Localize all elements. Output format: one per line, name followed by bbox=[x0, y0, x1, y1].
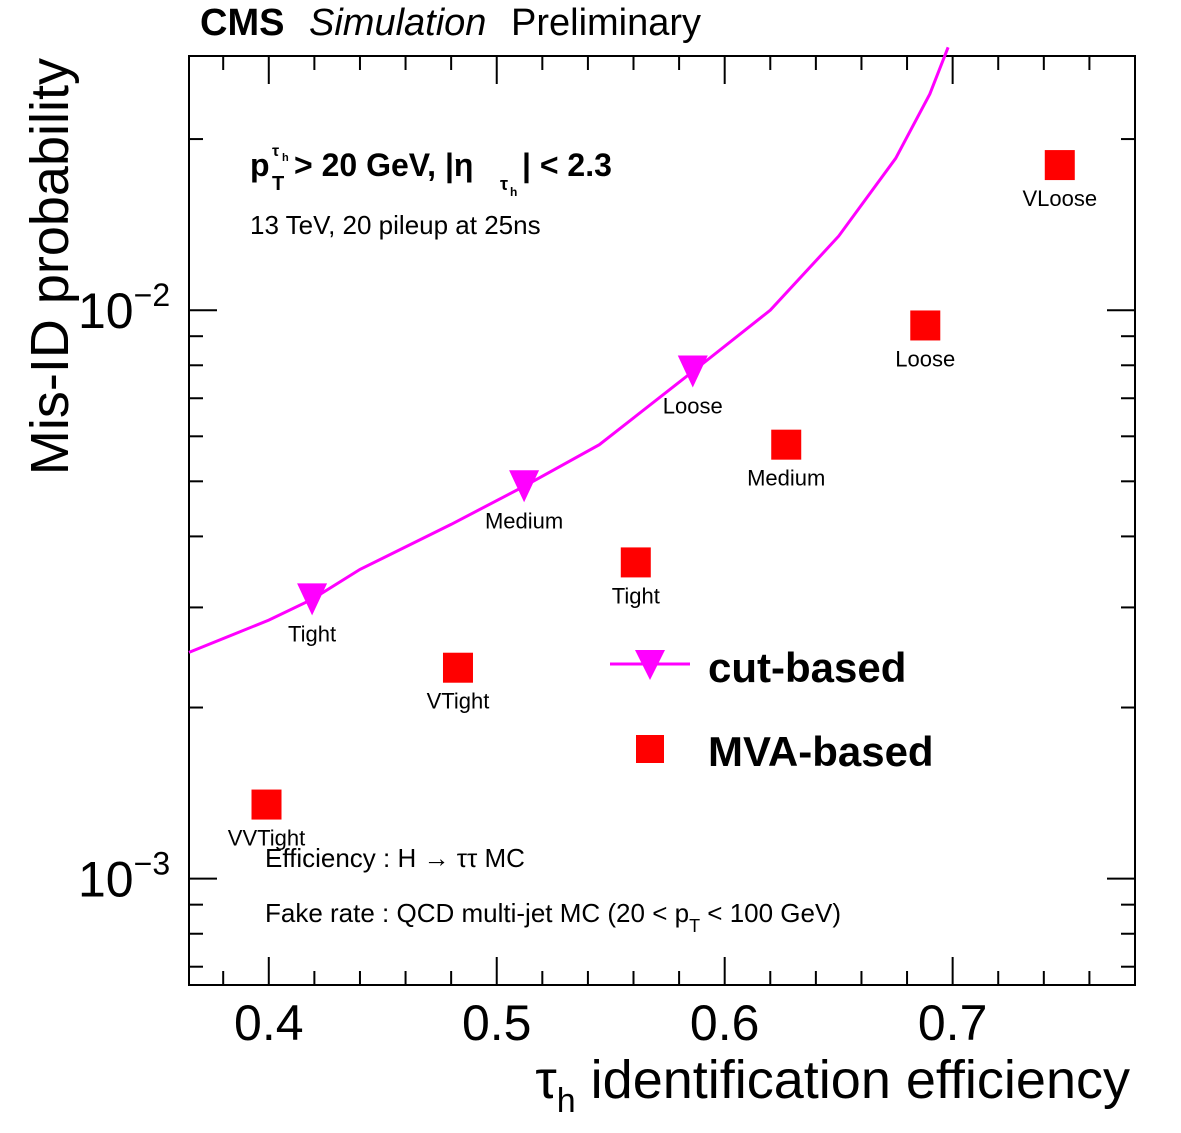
x-tick-label: 0.5 bbox=[462, 995, 532, 1051]
mva-based-point-label: Tight bbox=[612, 583, 660, 608]
header-cms: CMS bbox=[200, 2, 284, 44]
fakerate-label: Fake rate : QCD multi-jet MC (20 < pT < … bbox=[265, 898, 841, 936]
x-axis-title: τh identification efficiency bbox=[535, 1050, 1130, 1120]
legend: cut-based MVA-based bbox=[610, 644, 934, 775]
cut-based-point bbox=[677, 355, 708, 388]
mva-based-point-label: Medium bbox=[747, 466, 825, 491]
x-tick-label: 0.6 bbox=[690, 995, 760, 1051]
y-tick-label: 10−2 bbox=[78, 277, 170, 339]
cut-based-point-label: Tight bbox=[288, 621, 336, 646]
y-axis-title: Mis-ID probability bbox=[20, 58, 80, 475]
mva-based-point-label: Loose bbox=[895, 346, 955, 371]
mva-based-point-label: VTight bbox=[427, 689, 490, 714]
legend-mva-label: MVA-based bbox=[708, 728, 934, 775]
cut-based-point bbox=[509, 470, 540, 503]
cut-based-curve-group bbox=[188, 46, 950, 654]
x-tick-label: 0.4 bbox=[234, 995, 304, 1051]
points-group: Tight Medium Loose VVTight VTight Tight Medium… bbox=[228, 150, 1097, 851]
cut-based-point-label: Loose bbox=[663, 394, 723, 419]
cut-based-point-label: Medium bbox=[485, 508, 563, 533]
mva-based-point bbox=[771, 429, 802, 460]
mva-based-point bbox=[1044, 150, 1075, 181]
efficiency-label: Efficiency : H → ττ MC bbox=[265, 843, 525, 873]
mva-based-point-label: VLoose bbox=[1022, 186, 1097, 211]
cut-based-point bbox=[297, 583, 328, 616]
legend-cut-marker bbox=[635, 650, 665, 680]
kinematic-cut-label: p T τ h > 20 GeV, |η τ h | < 2.3 bbox=[250, 127, 612, 203]
x-tick-label: 0.7 bbox=[918, 995, 988, 1051]
mva-based-point bbox=[442, 652, 473, 683]
legend-cut-label: cut-based bbox=[708, 644, 906, 691]
plot-frame bbox=[188, 55, 1136, 986]
header-title: CMS Simulation Preliminary bbox=[200, 2, 701, 44]
header-simulation: Simulation bbox=[309, 2, 486, 44]
y-tick-label: 10−3 bbox=[78, 846, 170, 908]
conditions-label: 13 TeV, 20 pileup at 25ns bbox=[250, 210, 541, 240]
mva-based-point bbox=[251, 789, 282, 820]
header-preliminary: Preliminary bbox=[511, 2, 701, 44]
axis-ticks: 0.4 0.5 0.6 0.7 10−3 10−2 bbox=[78, 56, 1136, 1051]
mva-based-point-label: VVTight bbox=[228, 826, 305, 851]
mva-based-point bbox=[620, 547, 651, 578]
cut-based-curve bbox=[188, 46, 950, 654]
legend-mva-marker bbox=[636, 735, 664, 763]
mva-based-point bbox=[910, 310, 941, 341]
